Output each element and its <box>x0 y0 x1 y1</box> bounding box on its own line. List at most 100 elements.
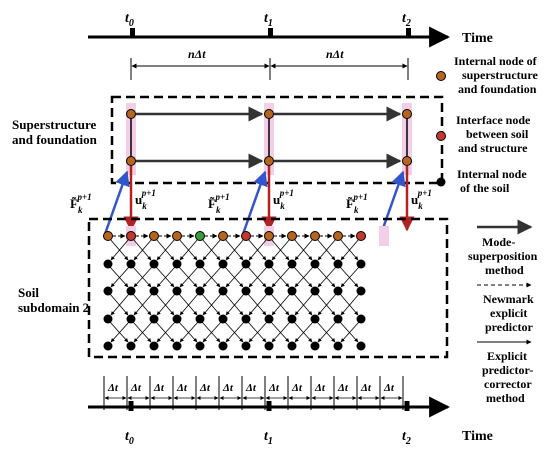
soil-node <box>241 314 251 324</box>
predictor-corrector-arrow <box>179 293 199 316</box>
soil-node <box>103 341 113 351</box>
soil-node <box>287 314 297 324</box>
legend-mode-line1: Mode- <box>482 235 515 249</box>
soil-node <box>195 286 205 296</box>
top-label-t2: t2 <box>402 11 411 29</box>
top-label-t0: t0 <box>125 11 134 29</box>
soil-subdomain-block: Soil subdomain 2 <box>18 217 449 359</box>
bottom-label-t1: t1 <box>264 429 273 447</box>
soil-node <box>356 314 366 324</box>
predictor-corrector-arrow <box>271 321 291 343</box>
interface-node <box>264 231 274 241</box>
bottom-label-t0: t0 <box>125 429 134 447</box>
predictor-corrector-arrow <box>109 238 129 261</box>
soil-highlight <box>379 226 389 246</box>
predictor-corrector-arrow <box>316 238 336 261</box>
bottom-major-tick <box>266 401 272 411</box>
predictor-corrector-arrow <box>179 321 199 343</box>
soil-node <box>103 314 113 324</box>
soil-node <box>310 341 320 351</box>
disp-label-2: ukp+1 <box>411 188 432 211</box>
predictor-corrector-arrow <box>178 266 198 288</box>
soil-label-line1: Soil <box>18 285 39 300</box>
superstructure-block: Superstructure and foundation <box>12 95 444 185</box>
predictor-corrector-arrow <box>247 266 267 288</box>
predictor-corrector-arrow <box>110 321 130 343</box>
predictor-corrector-arrow <box>317 321 337 343</box>
force-label-0: F̃kp+1 <box>70 192 92 215</box>
disp-label-0: ukp+1 <box>135 188 156 211</box>
soil-node <box>126 314 136 324</box>
predictor-corrector-arrow <box>293 293 313 316</box>
dt-label: Δt <box>107 382 119 394</box>
interface-node <box>287 231 297 241</box>
legend: Internal node of superstructure and foun… <box>436 54 538 405</box>
dt-label: Δt <box>291 382 303 394</box>
predictor-corrector-arrow <box>132 238 152 261</box>
legend-internal-soil-line1: Internal node <box>457 167 527 181</box>
soil-node <box>149 259 159 269</box>
predictor-corrector-arrow <box>340 293 360 316</box>
predictor-corrector-arrow <box>202 238 222 261</box>
predictor-corrector-arrow <box>317 238 337 261</box>
soil-node <box>356 286 366 296</box>
top-time-label: Time <box>462 31 493 46</box>
dt-label: Δt <box>199 382 211 394</box>
legend-interface-line3: and structure <box>458 141 528 155</box>
interface-node <box>241 231 251 241</box>
predictor-corrector-arrow <box>317 266 337 288</box>
legend-predictor-line2: predictor- <box>482 363 533 377</box>
soil-node <box>103 286 113 296</box>
bottom-timeline: Δt Δt Δt Δt Δt Δt Δt Δt Δt Δt Δt Δt Δt t0 t1 t2 Time <box>88 376 493 447</box>
predictor-corrector-arrow <box>339 266 359 288</box>
interface-node <box>310 231 320 241</box>
predictor-corrector-arrow <box>248 266 268 288</box>
legend-mode-line2: superposition <box>468 249 538 263</box>
predictor-corrector-arrow <box>248 293 268 316</box>
soil-node <box>172 314 182 324</box>
predictor-corrector-arrow <box>156 293 176 316</box>
soil-node <box>172 286 182 296</box>
predictor-corrector-arrow <box>132 266 152 288</box>
predictor-corrector-arrow <box>179 238 199 261</box>
soil-node <box>218 259 228 269</box>
top-tick-t2 <box>406 28 411 37</box>
interface-node <box>103 231 113 241</box>
predictor-corrector-arrow <box>316 293 336 316</box>
interface-node <box>356 231 366 241</box>
predictor-corrector-arrow <box>247 321 267 343</box>
predictor-corrector-arrow <box>271 266 291 288</box>
soil-node <box>241 259 251 269</box>
soil-node <box>103 259 113 269</box>
force-arrow-0 <box>103 170 130 235</box>
predictor-corrector-arrow <box>248 321 268 343</box>
predictor-corrector-arrow <box>317 293 337 316</box>
predictor-corrector-arrow <box>247 293 267 316</box>
predictor-corrector-arrow <box>155 266 175 288</box>
soil-node <box>356 259 366 269</box>
legend-interface-swatch <box>436 131 446 141</box>
predictor-corrector-arrow <box>225 321 245 343</box>
predictor-corrector-arrow <box>201 321 221 343</box>
dt-label: Δt <box>130 382 142 394</box>
soil-node <box>218 314 228 324</box>
predictor-corrector-arrow <box>201 238 221 261</box>
legend-newmark-line2: explicit <box>490 306 527 320</box>
dt-label: Δt <box>360 382 372 394</box>
superstructure-label-line1: Superstructure <box>12 117 96 132</box>
predictor-corrector-arrow <box>316 321 336 343</box>
predictor-corrector-arrow <box>178 238 198 261</box>
soil-node <box>195 259 205 269</box>
predictor-corrector-arrow <box>270 321 290 343</box>
predictor-corrector-arrow <box>271 238 291 261</box>
predictor-corrector-arrow <box>339 321 359 343</box>
bottom-major-tick <box>128 401 134 411</box>
superstructure-label-line2: and foundation <box>12 132 98 147</box>
interval-label-2: nΔt <box>326 47 344 61</box>
soil-node <box>333 314 343 324</box>
dt-label: Δt <box>268 382 280 394</box>
predictor-corrector-arrow <box>340 266 360 288</box>
predictor-corrector-arrow <box>202 293 222 316</box>
legend-predictor-line3: corrector <box>484 377 532 391</box>
